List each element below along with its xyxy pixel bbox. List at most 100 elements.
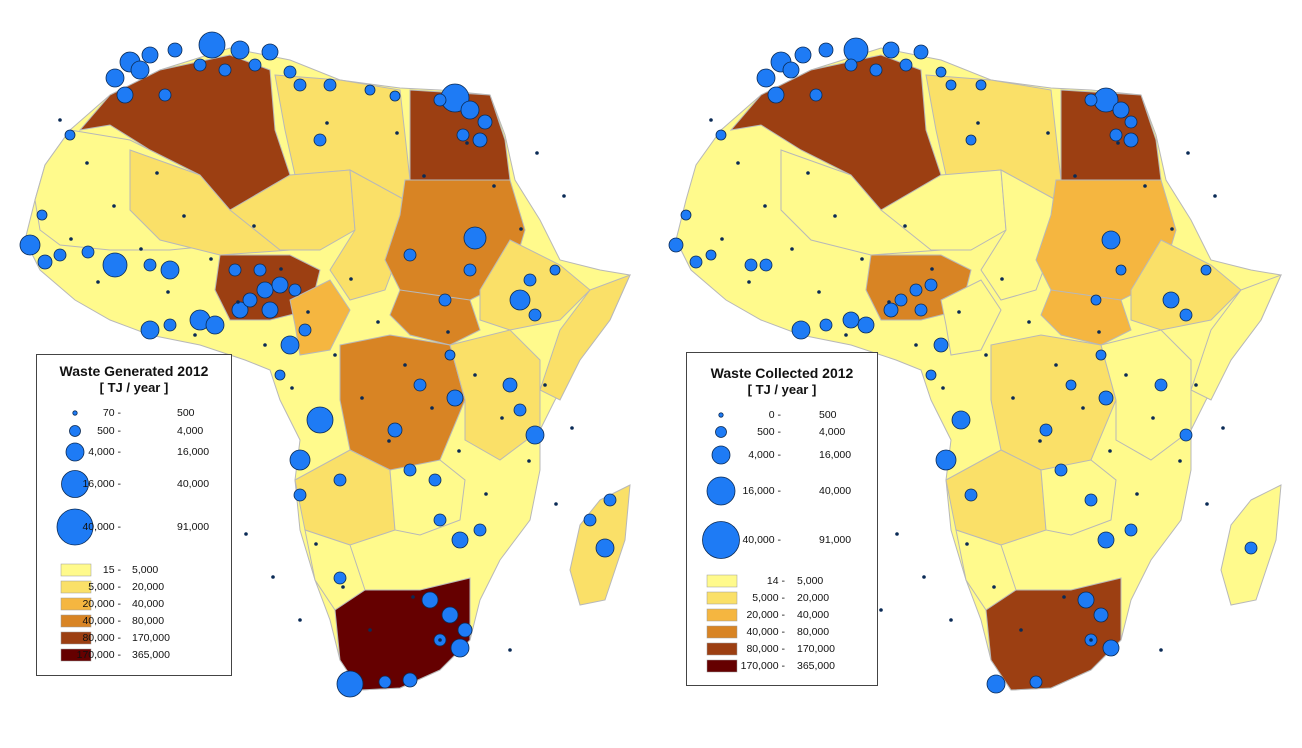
city-dot (1038, 439, 1042, 443)
city-dot (457, 449, 461, 453)
city-bubble (378, 675, 392, 689)
bubble-class-low: 500 - (757, 426, 781, 438)
city-dot (484, 492, 488, 496)
city-bubble (1090, 294, 1102, 306)
city-bubble (403, 248, 417, 262)
bubble-class-high: 500 (819, 409, 837, 421)
city-bubble (428, 473, 442, 487)
city-dot (1011, 396, 1015, 400)
city-bubble (333, 571, 347, 585)
legend-swatch-2 (706, 591, 738, 605)
city-bubble (935, 66, 947, 78)
bubble-class-high: 4,000 (177, 425, 204, 437)
city-bubble (1112, 101, 1130, 119)
city-dot (1178, 459, 1182, 463)
city-dot (155, 171, 159, 175)
city-dot (922, 575, 926, 579)
city-dot (1213, 194, 1217, 198)
legend-swatch-4 (60, 614, 92, 628)
city-bubble (1115, 264, 1127, 276)
fill-class-high: 365,000 (797, 660, 835, 672)
fill-class-low: 14 - (766, 575, 785, 587)
city-dot (903, 224, 907, 228)
legend-swatch-3 (60, 597, 92, 611)
city-bubble (460, 100, 480, 120)
city-dot (914, 343, 918, 347)
city-dot (535, 151, 539, 155)
city-dot (69, 237, 73, 241)
legend-bubble-4 (61, 470, 89, 498)
legend-symbols (56, 410, 94, 662)
legend-swatch-4 (706, 625, 738, 639)
city-bubble (293, 78, 307, 92)
legend-symbols (702, 412, 740, 673)
city-bubble (193, 58, 207, 72)
city-bubble (313, 133, 327, 147)
city-dot (763, 204, 767, 208)
legend-unit: [ TJ / year ] (99, 380, 169, 395)
city-bubble (1095, 349, 1107, 361)
city-bubble (231, 301, 249, 319)
city-dot (139, 247, 143, 251)
city-dot (747, 280, 751, 284)
city-dot (1019, 628, 1023, 632)
city-dot (1027, 320, 1031, 324)
city-bubble (1098, 390, 1114, 406)
city-bubble (794, 46, 812, 64)
city-bubble (242, 292, 258, 308)
legend-bubble-3 (65, 442, 85, 462)
city-bubble (413, 378, 427, 392)
city-dot (473, 373, 477, 377)
city-dot (941, 386, 945, 390)
city-bubble (925, 369, 937, 381)
city-dot (325, 121, 329, 125)
city-bubble (463, 263, 477, 277)
city-dot (984, 353, 988, 357)
africa-map-collected (668, 37, 1282, 694)
city-dot (58, 118, 62, 122)
city-dot (492, 184, 496, 188)
fill-class-high: 5,000 (797, 575, 824, 587)
city-bubble (253, 263, 267, 277)
map-panel-waste-collected: Waste Collected 2012 [ TJ / year ] 0 - 5… (651, 0, 1302, 748)
city-bubble (53, 248, 67, 262)
legend-unit: [ TJ / year ] (747, 382, 817, 397)
city-bubble (218, 63, 232, 77)
city-dot (279, 267, 283, 271)
city-bubble (857, 316, 875, 334)
city-dot (306, 310, 310, 314)
legend-bubble-2 (715, 426, 727, 438)
city-dot (949, 618, 953, 622)
city-dot (360, 396, 364, 400)
city-bubble (457, 622, 473, 638)
city-bubble (509, 289, 531, 311)
city-dot (209, 257, 213, 261)
bubble-class-low: 70 - (102, 407, 121, 419)
city-dot (500, 416, 504, 420)
bubble-class-high: 40,000 (177, 478, 210, 490)
fill-class-low: 80,000 - (746, 643, 785, 655)
city-bubble (933, 337, 949, 353)
city-dot (817, 290, 821, 294)
city-bubble (767, 86, 785, 104)
region-zambia (1040, 459, 1117, 536)
city-dot (1062, 595, 1066, 599)
legend-swatch-6 (706, 659, 738, 673)
map-legend: Waste Collected 2012 [ TJ / year ] 0 - 5… (686, 352, 878, 686)
bubble-class-high: 40,000 (819, 485, 852, 497)
city-bubble (935, 449, 957, 471)
city-dot (833, 214, 837, 218)
city-dot (554, 502, 558, 506)
city-dot (1046, 131, 1050, 135)
city-bubble (525, 425, 545, 445)
fill-class-low: 40,000 - (746, 626, 785, 638)
city-dot (1159, 648, 1163, 652)
city-bubble (271, 276, 289, 294)
city-bubble (842, 311, 860, 329)
city-bubble (705, 249, 717, 261)
city-dot (166, 290, 170, 294)
city-dot (543, 383, 547, 387)
city-dot (1108, 449, 1112, 453)
city-dot (1186, 151, 1190, 155)
city-dot (709, 118, 713, 122)
